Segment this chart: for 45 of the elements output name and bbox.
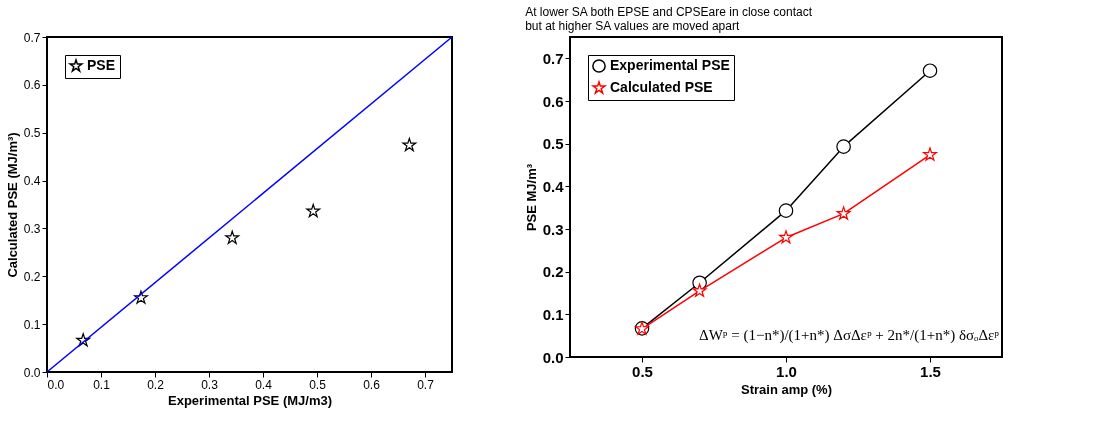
x-tick-label: 0.7 xyxy=(417,377,435,392)
point xyxy=(779,230,793,244)
y-tick-label: 0.0 xyxy=(542,348,564,366)
x-axis-title: Experimental PSE (MJ/m3) xyxy=(168,392,332,408)
y-tick-label: 0.3 xyxy=(542,220,564,238)
point xyxy=(836,206,851,220)
legend-label: Calculated PSE xyxy=(610,79,713,95)
y-tick-label: 0.5 xyxy=(23,126,41,141)
x-tick-label: 0.1 xyxy=(93,377,111,392)
y-tick-label: 0.4 xyxy=(23,174,41,189)
x-tick-label: 0.0 xyxy=(47,377,65,392)
point xyxy=(923,147,937,161)
y-tick-label: 0.7 xyxy=(542,49,564,67)
point xyxy=(922,63,938,78)
annotation: ΔWᵖ = (1−n*)/(1+n*) ΔσΔεᵖ + 2n*/(1+n*) δσₒΔεᵖ xyxy=(699,327,1000,344)
x-tick-label: 0.6 xyxy=(363,377,381,392)
point xyxy=(692,283,707,297)
x-tick-label: 0.2 xyxy=(147,377,165,392)
y-tick-label: 0.7 xyxy=(23,30,41,45)
point xyxy=(306,203,321,218)
y-tick-label: 0.5 xyxy=(542,135,564,153)
point xyxy=(778,203,794,218)
x-axis-title: Strain amp (%) xyxy=(740,381,833,397)
point xyxy=(836,139,851,154)
y-tick-label: 0.2 xyxy=(542,263,564,281)
x-tick-label: 0.5 xyxy=(632,362,653,380)
point xyxy=(402,137,417,152)
legend-label: Experimental PSE xyxy=(610,57,730,73)
x-tick-label: 1.0 xyxy=(776,362,797,380)
legend-label: PSE xyxy=(87,57,116,73)
x-tick-label: 0.3 xyxy=(201,377,219,392)
chart-title: At lower SA both EPSE and CPSEare in close contact but at higher SA values are moved apart xyxy=(525,5,813,33)
x-tick-label: 0.5 xyxy=(309,377,327,392)
point xyxy=(225,230,240,245)
y-tick-label: 0.2 xyxy=(23,269,41,284)
y-tick-label: 0.3 xyxy=(23,221,41,236)
y-axis-title: PSE MJ/m³ xyxy=(523,163,539,232)
y-axis-title: Calculated PSE (MJ/m³) xyxy=(4,132,20,278)
y-tick-label: 0.6 xyxy=(23,78,41,93)
y-tick-label: 0.1 xyxy=(23,317,41,332)
x-tick-label: 1.5 xyxy=(920,362,941,380)
y-tick-label: 0.6 xyxy=(542,92,564,110)
x-tick-label: 0.4 xyxy=(255,377,273,392)
y-tick-label: 0.1 xyxy=(542,305,564,323)
y-tick-label: 0.4 xyxy=(542,177,565,195)
